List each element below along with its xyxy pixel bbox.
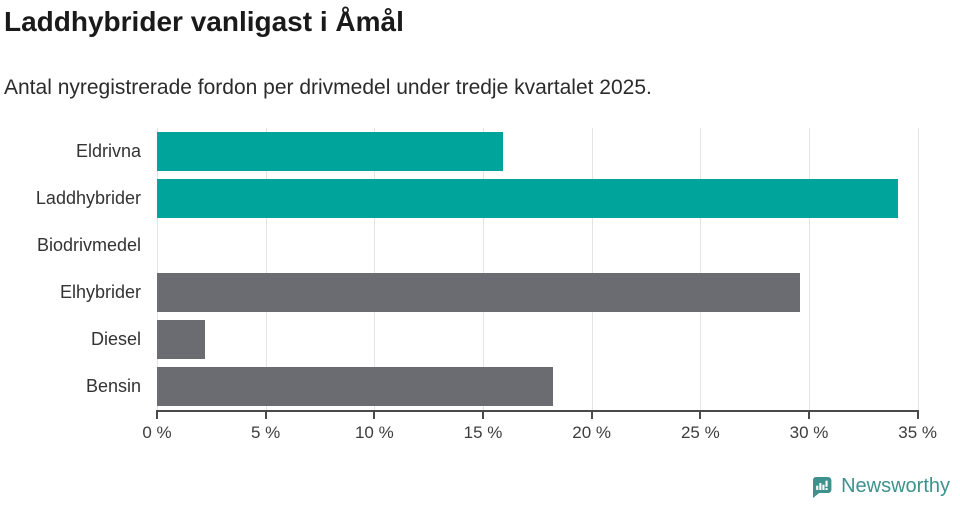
tick-mark: [807, 410, 810, 419]
category-label: Eldrivna: [75, 141, 141, 161]
gridline: [157, 128, 158, 410]
tick-mark: [699, 410, 702, 419]
plot-area: [157, 128, 922, 410]
page-title: Laddhybrider vanligast i Åmål: [4, 6, 404, 37]
category-labels: Eldrivna Laddhybrider Biodrivmedel Elhybrid…: [0, 128, 141, 410]
tick-mark: [916, 410, 919, 419]
tick-label: 15 %: [463, 423, 503, 442]
chart-subtitle: Antal nyregistrerade fordon per drivmede…: [4, 76, 652, 99]
bar-eldrivna: [157, 132, 503, 171]
category-label: Laddhybrider: [35, 188, 141, 208]
category-label: Elhybrider: [59, 282, 141, 302]
bar-chart: Eldrivna Laddhybrider Biodrivmedel Elhybrid…: [0, 128, 960, 448]
tick-label: 30 %: [789, 423, 829, 442]
newsworthy-logo-icon: [813, 477, 832, 498]
x-axis: 0 % 5 % 10 % 15 % 20 % 25 % 30 % 35 %: [142, 410, 937, 448]
tick-label: 25 %: [680, 423, 720, 442]
gridline: [374, 128, 376, 410]
tick-label: 20 %: [572, 423, 612, 442]
tick-label: 35 %: [898, 423, 938, 442]
gridline: [700, 128, 702, 410]
x-axis-line: [157, 410, 918, 412]
tick-mark: [481, 410, 484, 419]
tick-mark: [590, 410, 593, 419]
tick-label: 10 %: [354, 423, 394, 442]
gridline: [265, 128, 267, 410]
newsworthy-logo: Newsworthy: [810, 474, 950, 499]
tick-mark: [264, 410, 267, 419]
bar-bensin: [157, 367, 553, 406]
gridline: [808, 128, 810, 410]
category-label: Diesel: [90, 329, 141, 349]
tick-label: 5 %: [251, 423, 281, 442]
tick-label: 0 %: [142, 423, 172, 442]
gridline: [591, 128, 593, 410]
tick-mark: [373, 410, 376, 419]
gridline: [917, 128, 919, 410]
tick-mark: [156, 410, 158, 419]
bar-diesel: [157, 320, 205, 359]
bar-elhybrider: [157, 273, 801, 312]
category-label: Bensin: [85, 376, 141, 396]
category-label: Biodrivmedel: [36, 235, 141, 255]
brand-name: Newsworthy: [841, 475, 950, 497]
bar-laddhybrider: [157, 179, 899, 218]
gridline: [482, 128, 484, 410]
